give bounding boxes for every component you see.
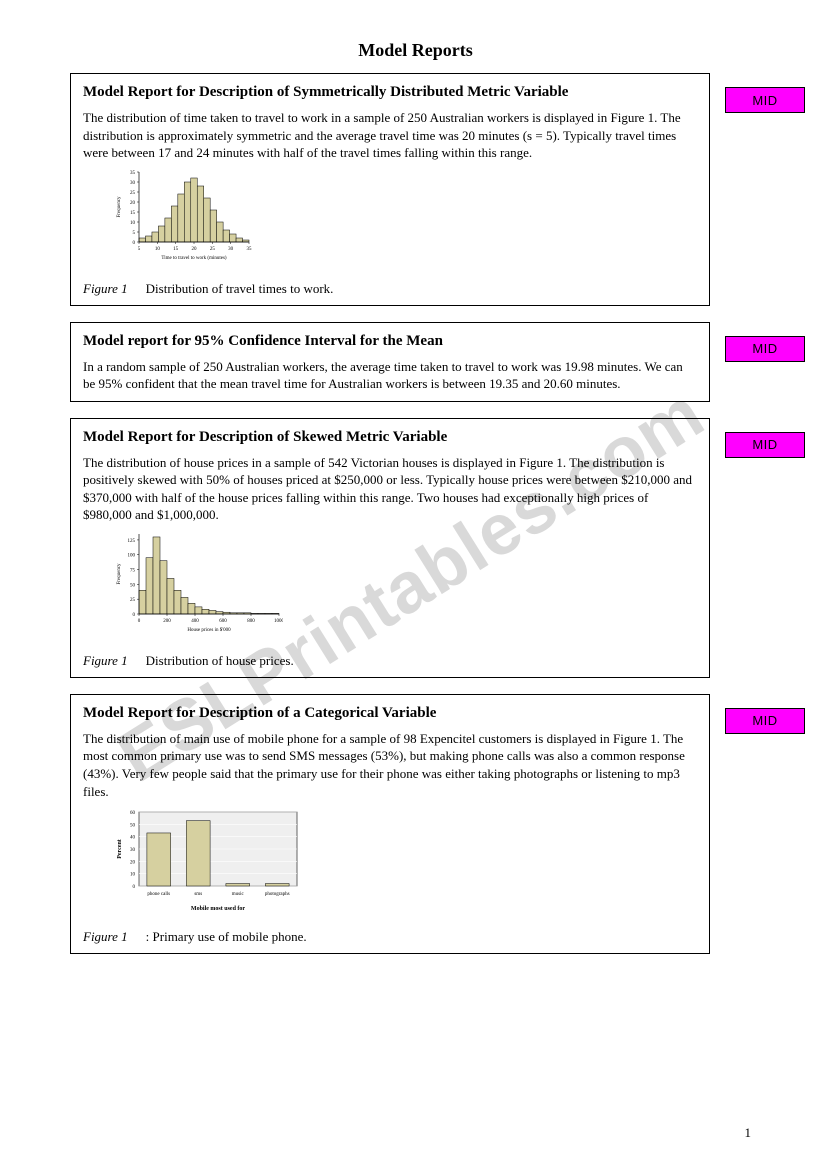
report-box: Model Report for Description of a Catego…: [70, 694, 710, 954]
svg-text:sms: sms: [194, 892, 202, 897]
svg-text:photographs: photographs: [265, 892, 290, 897]
svg-text:10: 10: [155, 247, 161, 252]
svg-text:Frequency: Frequency: [117, 196, 122, 218]
svg-text:25: 25: [130, 191, 136, 196]
svg-text:30: 30: [130, 848, 136, 853]
svg-text:50: 50: [130, 583, 136, 588]
section-body: In a random sample of 250 Australian wor…: [83, 358, 697, 393]
svg-text:125: 125: [128, 539, 136, 544]
svg-text:Frequency: Frequency: [117, 563, 122, 585]
report-section: Model Report for Description of Symmetri…: [70, 73, 761, 306]
svg-text:15: 15: [130, 211, 136, 216]
figure-label: Figure 1: [83, 281, 128, 297]
svg-text:60: 60: [130, 811, 136, 816]
report-section: Model Report for Description of Skewed M…: [70, 418, 761, 678]
page-title: Model Reports: [70, 40, 761, 61]
svg-text:20: 20: [130, 860, 136, 865]
svg-text:30: 30: [228, 247, 234, 252]
svg-text:Mobile most used for: Mobile most used for: [191, 906, 245, 912]
chart: 051015202530355101520253035 Time to trav…: [113, 168, 253, 268]
report-box: Model Report for Description of Symmetri…: [70, 73, 710, 306]
report-box: Model report for 95% Confidence Interval…: [70, 322, 710, 402]
figure-label: Figure 1: [83, 653, 128, 669]
figure-caption-row: Figure 1 Distribution of travel times to …: [83, 281, 697, 297]
svg-text:100: 100: [128, 554, 136, 559]
sections-container: Model Report for Description of Symmetri…: [70, 73, 761, 954]
svg-text:20: 20: [192, 247, 198, 252]
figure-label: Figure 1: [83, 929, 128, 945]
svg-text:30: 30: [130, 181, 136, 186]
svg-text:10: 10: [130, 873, 136, 878]
svg-text:35: 35: [247, 247, 253, 252]
figure-caption: : Primary use of mobile phone.: [146, 929, 307, 945]
chart: 025507510012502004006008001000 House pri…: [113, 530, 283, 640]
section-body: The distribution of house prices in a sa…: [83, 454, 697, 524]
svg-text:35: 35: [130, 171, 136, 176]
svg-text:20: 20: [130, 201, 136, 206]
section-title: Model Report for Description of a Catego…: [83, 705, 697, 722]
section-body: The distribution of main use of mobile p…: [83, 730, 697, 800]
section-body: The distribution of time taken to travel…: [83, 109, 697, 162]
section-title: Model Report for Description of Symmetri…: [83, 84, 697, 101]
figure-caption: Distribution of house prices.: [146, 653, 294, 669]
figure-caption: Distribution of travel times to work.: [146, 281, 334, 297]
mid-badge: MID: [725, 87, 805, 113]
section-title: Model Report for Description of Skewed M…: [83, 429, 697, 446]
page-number: 1: [745, 1125, 752, 1141]
section-title: Model report for 95% Confidence Interval…: [83, 333, 697, 350]
svg-text:15: 15: [173, 247, 179, 252]
svg-text:House prices in $'000: House prices in $'000: [187, 628, 231, 633]
chart: 0 10 20 30 40 50 60 phone calls sms music photogra…: [113, 806, 303, 916]
svg-text:25: 25: [130, 598, 136, 603]
svg-text:25: 25: [210, 247, 216, 252]
svg-text:Percent: Percent: [117, 839, 123, 859]
figure-caption-row: Figure 1 Distribution of house prices.: [83, 653, 697, 669]
svg-text:music: music: [232, 892, 245, 897]
svg-text:400: 400: [191, 619, 199, 624]
svg-text:200: 200: [163, 619, 171, 624]
svg-text:75: 75: [130, 568, 136, 573]
figure-caption-row: Figure 1 : Primary use of mobile phone.: [83, 929, 697, 945]
svg-text:Time to travel to work (minute: Time to travel to work (minutes): [161, 256, 227, 261]
report-box: Model Report for Description of Skewed M…: [70, 418, 710, 678]
svg-text:10: 10: [130, 221, 136, 226]
report-section: Model report for 95% Confidence Interval…: [70, 322, 761, 402]
mid-badge: MID: [725, 708, 805, 734]
mid-badge: MID: [725, 432, 805, 458]
svg-text:800: 800: [247, 619, 255, 624]
svg-text:40: 40: [130, 836, 136, 841]
svg-text:1000: 1000: [274, 619, 283, 624]
mid-badge: MID: [725, 336, 805, 362]
svg-text:phone calls: phone calls: [147, 892, 170, 897]
svg-text:50: 50: [130, 823, 136, 828]
svg-text:0: 0: [133, 885, 136, 890]
report-section: Model Report for Description of a Catego…: [70, 694, 761, 954]
svg-text:600: 600: [219, 619, 227, 624]
